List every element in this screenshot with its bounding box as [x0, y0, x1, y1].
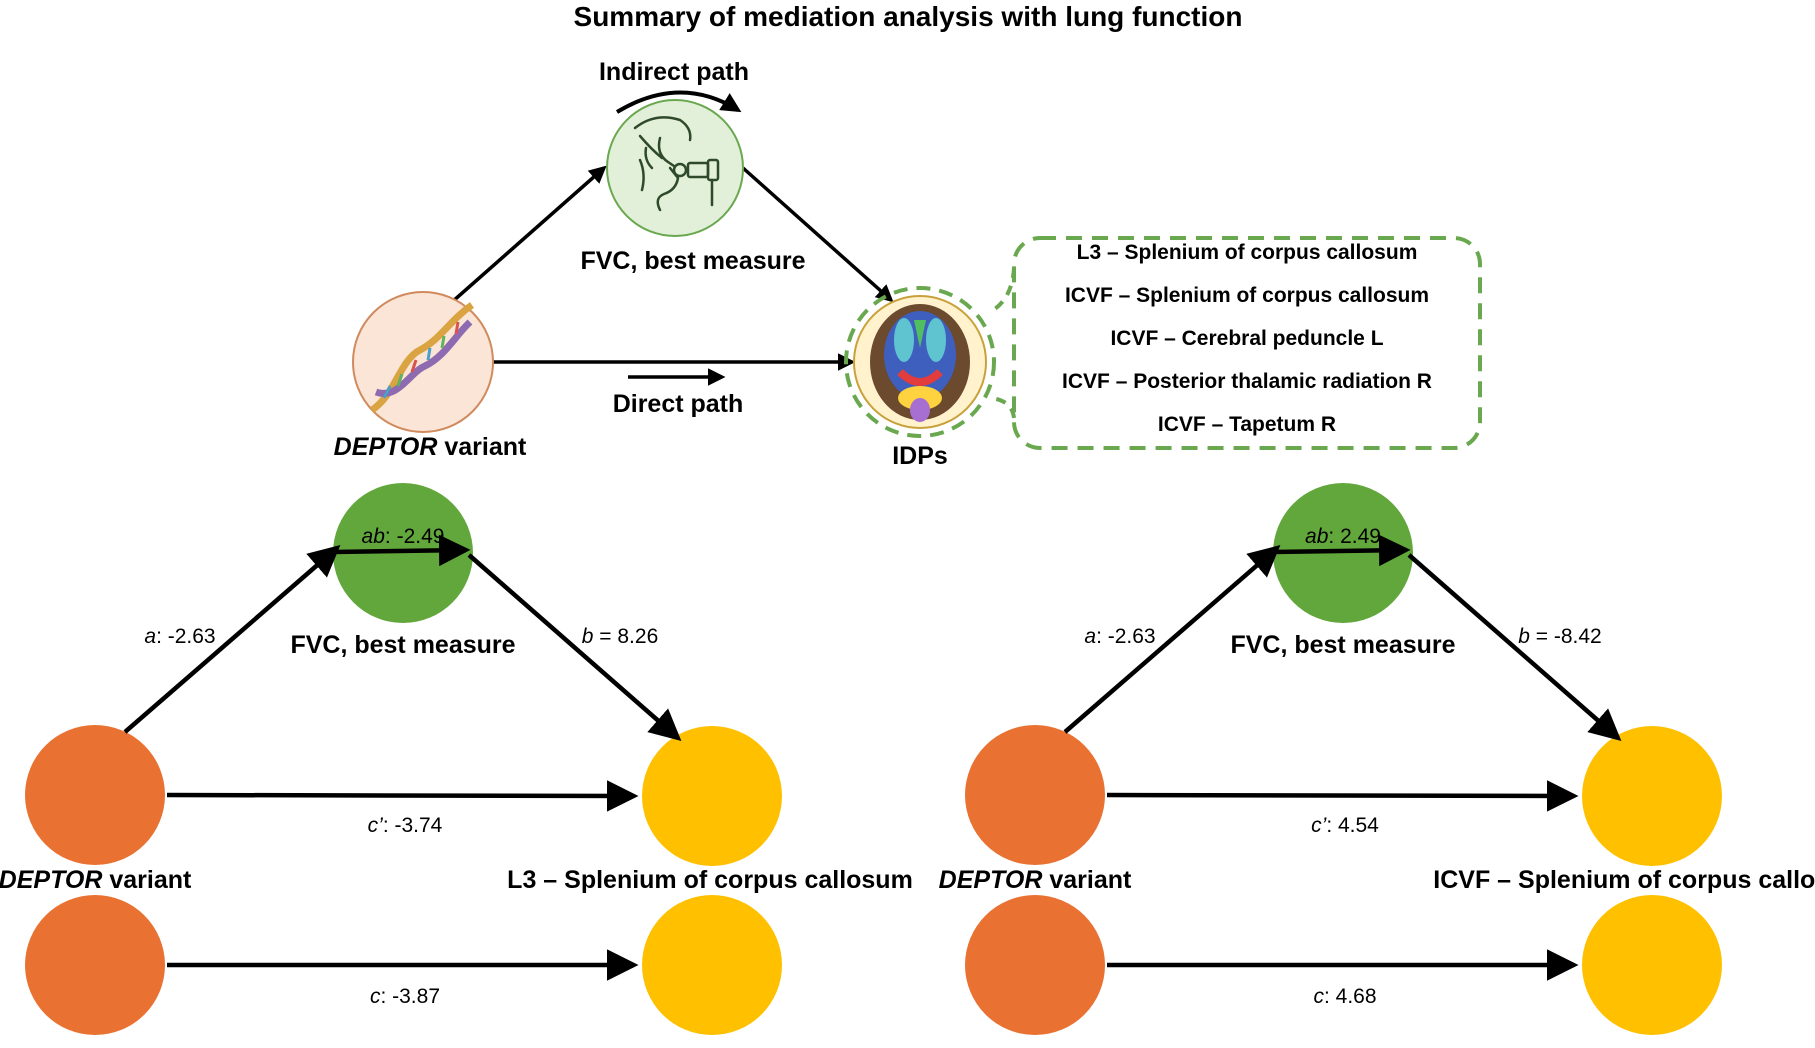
path-ab-arrow	[1272, 534, 1411, 567]
path-c-prime-arrow	[166, 780, 639, 812]
idp-list-item: ICVF – Tapetum R	[1158, 413, 1336, 436]
coef-ab: ab: 2.49	[1305, 525, 1381, 548]
idp-list-item: ICVF – Cerebral peduncle L	[1110, 327, 1383, 350]
path-a-arrow	[1063, 545, 1281, 734]
coef-c-prime: c’: 4.54	[1311, 814, 1379, 837]
path-ab-arrow	[332, 534, 471, 567]
coef-b: b = 8.26	[582, 625, 659, 648]
direct-path-label: Direct path	[613, 390, 744, 418]
spirometry-person-icon	[633, 116, 720, 212]
path-a-arrow	[123, 545, 341, 734]
top-exposure-node	[352, 291, 494, 433]
coef-a: a: -2.63	[1084, 625, 1155, 648]
top-exposure-label: DEPTOR variant	[334, 433, 527, 461]
mediation-panel-l3: ab: -2.49 a: -2.63 b = 8.26 c’: -3.74 c: -3.…	[0, 483, 913, 1035]
coef-b: b = -8.42	[1518, 625, 1602, 648]
path-c-prime-arrow	[1106, 780, 1579, 812]
idp-list-item: ICVF – Posterior thalamic radiation R	[1062, 370, 1432, 393]
exposure-node-total	[25, 895, 165, 1035]
brain-scan-icon	[870, 304, 970, 422]
outcome-node	[642, 726, 782, 866]
indirect-path-curve-arrow	[615, 90, 742, 114]
mediator-label: FVC, best measure	[1230, 631, 1455, 659]
idp-list-item: ICVF – Splenium of corpus callosum	[1065, 284, 1429, 307]
dna-helix-icon	[369, 302, 475, 413]
diagram-title: Summary of mediation analysis with lung …	[574, 1, 1243, 32]
top-arrow-mediator-to-outcome	[741, 166, 894, 303]
path-b-arrow	[467, 553, 682, 741]
exposure-node	[25, 725, 165, 865]
top-arrow-exposure-to-mediator	[450, 165, 607, 304]
indirect-path-label: Indirect path	[599, 58, 749, 86]
top-mediator-node	[606, 99, 744, 237]
outcome-node-total	[1582, 895, 1722, 1035]
exposure-label: DEPTOR variant	[0, 866, 192, 894]
coef-c-prime: c’: -3.74	[368, 814, 443, 837]
coef-ab: ab: -2.49	[362, 525, 445, 548]
mediation-panel-icvf: ab: 2.49 a: -2.63 b = -8.42 c’: 4.54 c: 4.68…	[939, 483, 1815, 1035]
top-outcome-node	[844, 286, 996, 438]
idp-list-box	[988, 236, 1482, 450]
idp-list-item: L3 – Splenium of corpus callosum	[1077, 241, 1418, 264]
outcome-label: L3 – Splenium of corpus callosum	[507, 866, 913, 894]
path-b-arrow	[1407, 553, 1622, 741]
idp-list: L3 – Splenium of corpus callosum ICVF – S…	[1062, 241, 1432, 436]
coef-c: c: -3.87	[370, 985, 440, 1008]
top-mediator-label: FVC, best measure	[580, 247, 805, 275]
outcome-label: ICVF – Splenium of corpus callosum	[1433, 866, 1815, 894]
exposure-label: DEPTOR variant	[939, 866, 1132, 894]
outcome-node	[1582, 726, 1722, 866]
coef-a: a: -2.63	[144, 625, 215, 648]
top-outcome-label: IDPs	[892, 442, 948, 470]
mediator-label: FVC, best measure	[290, 631, 515, 659]
coef-c: c: 4.68	[1313, 985, 1376, 1008]
outcome-node-total	[642, 895, 782, 1035]
exposure-node	[965, 725, 1105, 865]
exposure-node-total	[965, 895, 1105, 1035]
